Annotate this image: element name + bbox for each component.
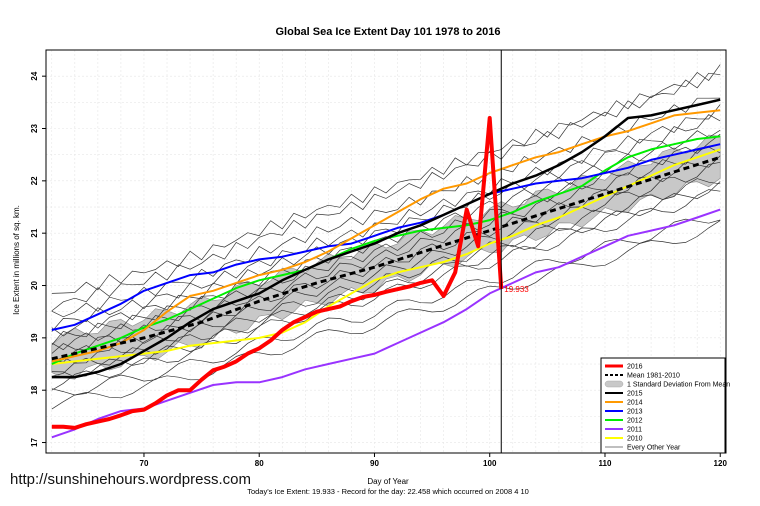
- series-line-mean: [51, 155, 721, 361]
- legend-label: 1 Standard Deviation From Mean: [627, 382, 730, 389]
- other-year-line: [51, 129, 721, 346]
- y-tick-label: 21: [30, 228, 39, 237]
- series-line-2014: [51, 109, 721, 363]
- x-axis-label: Day of Year: [367, 477, 409, 486]
- legend-label: 2015: [627, 391, 643, 398]
- current-value-annotation: 19.933: [504, 285, 529, 294]
- legend-label: 2011: [627, 427, 642, 434]
- y-tick-label: 23: [30, 124, 39, 133]
- legend-label: 2016: [627, 364, 643, 371]
- series-line-2013: [51, 143, 721, 331]
- x-axis: 70 80 90 100 110 120: [140, 453, 728, 468]
- x-tick-label: 100: [483, 459, 497, 468]
- x-tick-label: 90: [370, 459, 379, 468]
- y-tick-label: 24: [30, 71, 39, 80]
- y-axis-label: Ice Extent in millions of sq. km.: [12, 205, 21, 315]
- other-year-line: [51, 220, 721, 410]
- legend-label: 2010: [627, 436, 643, 443]
- other-year-line: [51, 104, 721, 332]
- x-tick-label: 110: [599, 459, 612, 468]
- series-line-2016: [51, 116, 504, 430]
- legend-label: Mean 1981-2010: [627, 373, 680, 380]
- x-tick-label: 80: [255, 459, 264, 468]
- legend-label: 2013: [627, 409, 643, 416]
- chart-title: Global Sea Ice Extent Day 101 1978 to 20…: [275, 26, 500, 38]
- legend-label: 2012: [627, 418, 643, 425]
- series-line-2010: [51, 148, 721, 365]
- x-tick-label: 70: [140, 459, 149, 468]
- y-axis: 17 18 19 20 21 22 23 24: [30, 71, 46, 447]
- other-year-line: [51, 72, 721, 312]
- footer-text: Today's Ice Extent: 19.933 - Record for …: [247, 487, 529, 496]
- legend-label: 2014: [627, 400, 643, 407]
- y-tick-label: 17: [30, 438, 39, 447]
- y-tick-label: 22: [30, 176, 39, 185]
- other-year-line: [51, 218, 721, 396]
- y-tick-label: 18: [30, 385, 39, 394]
- series-line-2011: [51, 208, 721, 439]
- watermark-url: http://sunshinehours.wordpress.com: [10, 471, 251, 488]
- plot-frame: [45, 49, 727, 454]
- x-tick-label: 120: [714, 459, 728, 468]
- y-tick-label: 19: [30, 333, 39, 342]
- other-year-line: [51, 64, 721, 294]
- other-year-line: [51, 114, 721, 337]
- legend-label: Every Other Year: [627, 445, 681, 452]
- y-tick-label: 20: [30, 281, 39, 290]
- other-year-line: [51, 146, 721, 354]
- series-line-2015: [51, 98, 721, 379]
- other-year-line: [51, 181, 721, 378]
- legend: 2016 Mean 1981-2010 1 Standard Deviation F…: [600, 357, 730, 454]
- series-lines: [51, 98, 721, 439]
- legend-swatch-1: [604, 380, 624, 388]
- other-year-line: [51, 189, 721, 391]
